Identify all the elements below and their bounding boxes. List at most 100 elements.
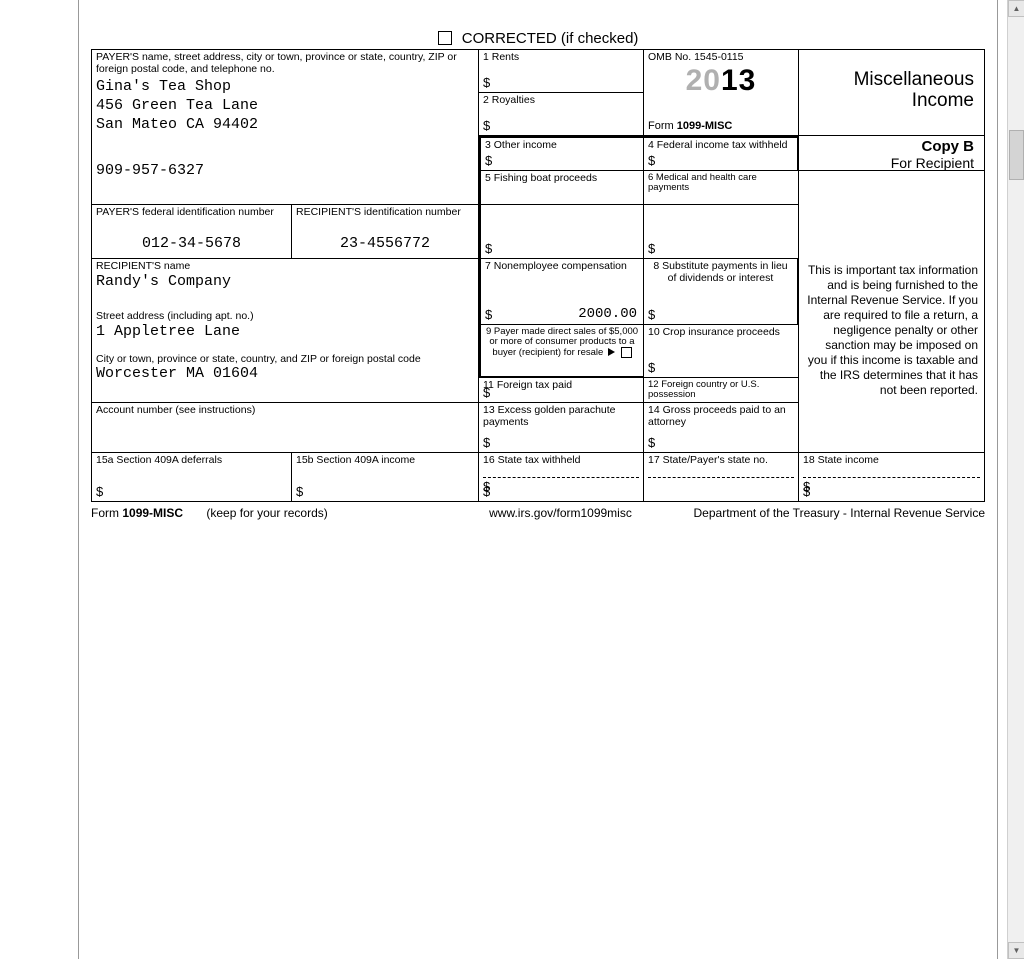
box-16-label: 16 State tax withheld [483, 455, 639, 467]
corrected-label: CORRECTED (if checked) [462, 30, 639, 47]
box-15b: 15b Section 409A income $ [292, 453, 479, 501]
irs-notice: This is important tax information and is… [799, 259, 984, 402]
form-word: Form [648, 120, 674, 132]
dollar-sign: $ [648, 241, 655, 256]
payer-addr1: 456 Green Tea Lane [96, 97, 474, 116]
box-7-value: 2000.00 [578, 306, 637, 322]
form-number: 1099-MISC [677, 120, 733, 132]
dollar-sign: $ [483, 118, 490, 133]
box-7-label: 7 Nonemployee compensation [485, 261, 639, 273]
box-10-label: 10 Crop insurance proceeds [648, 327, 794, 339]
year-suffix: 13 [721, 64, 756, 97]
recipient-name-label: RECIPIENT'S name [96, 261, 474, 273]
scroll-up-icon[interactable]: ▲ [1008, 0, 1024, 17]
box-11: 11 Foreign tax paid $ [479, 378, 644, 403]
dollar-sign: $ [648, 435, 655, 450]
recipient-id-label: RECIPIENT'S identification number [296, 207, 474, 219]
box-10: 10 Crop insurance proceeds $ [644, 325, 799, 378]
footer-dept: Department of the Treasury - Internal Re… [643, 506, 985, 520]
recipient-street: 1 Appletree Lane [96, 323, 474, 342]
year-prefix: 20 [686, 64, 721, 97]
box-1: 1 Rents $ [479, 50, 644, 93]
payer-phone: 909-957-6327 [96, 162, 474, 181]
recipient-city-label: City or town, province or state, country… [96, 354, 474, 366]
form-page: CORRECTED (if checked) PAYER'S name, str… [78, 0, 998, 959]
corrected-checkbox[interactable] [438, 31, 452, 45]
spacer2 [799, 205, 984, 259]
dollar-sign: $ [483, 435, 490, 450]
box-2: 2 Royalties $ [479, 93, 644, 136]
dollar-sign: $ [483, 385, 490, 400]
recipient-block: RECIPIENT'S name Randy's Company Street … [92, 259, 479, 403]
box-13: 13 Excess golden parachute payments $ [479, 403, 644, 453]
box-1-label: 1 Rents [483, 52, 639, 64]
box-15a-label: 15a Section 409A deferrals [96, 455, 287, 467]
payer-fedid-label: PAYER'S federal identification number [96, 207, 287, 219]
title-block: MiscellaneousIncome [799, 50, 984, 136]
dollar-sign: $ [648, 153, 655, 168]
box-8-label: 8 Substitute payments in lieu of dividen… [648, 261, 793, 284]
box-13-label: 13 Excess golden parachute payments [483, 405, 639, 428]
box-12-label: 12 Foreign country or U.S. possession [648, 380, 794, 400]
box-8: 8 Substitute payments in lieu of dividen… [644, 259, 799, 325]
triangle-icon [608, 348, 615, 356]
payer-name: Gina's Tea Shop [96, 78, 474, 97]
account-label: Account number (see instructions) [96, 405, 474, 417]
payer-block: PAYER'S name, street address, city or to… [92, 50, 479, 205]
box-2-label: 2 Royalties [483, 95, 639, 107]
tax-year: 2013 [648, 64, 794, 98]
vertical-scrollbar[interactable]: ▲ ▼ [1007, 0, 1024, 959]
form-id-block: OMB No. 1545-0115 2013 Form 1099-MISC [644, 50, 799, 136]
omb-number: OMB No. 1545-0115 [648, 52, 794, 64]
box-18-label: 18 State income [803, 455, 980, 467]
box-6: 6 Medical and health care payments [644, 171, 799, 205]
box-16: 16 State tax withheld $ $ [479, 453, 644, 501]
corrected-row: CORRECTED (if checked) [91, 30, 985, 47]
box-15a: 15a Section 409A deferrals $ [92, 453, 292, 501]
dollar-sign: $ [483, 75, 490, 90]
box-14: 14 Gross proceeds paid to an attorney $ [644, 403, 799, 453]
form-title: MiscellaneousIncome [803, 52, 980, 112]
box-11-label: 11 Foreign tax paid [483, 380, 639, 392]
box-5-val: $ [479, 205, 644, 259]
recipient-id: 23-4556772 [296, 235, 474, 254]
form-footer: Form 1099-MISC (keep for your records) w… [91, 502, 985, 520]
dollar-sign: $ [485, 241, 492, 256]
dollar-sign: $ [648, 307, 655, 322]
recipient-city: Worcester MA 01604 [96, 365, 474, 384]
dollar-sign: $ [485, 153, 492, 168]
payer-fedid: 012-34-5678 [96, 235, 287, 254]
copy-block: Copy B For Recipient [799, 136, 984, 171]
box-6-val: $ [644, 205, 799, 259]
resale-checkbox[interactable] [621, 347, 632, 358]
box-12: 12 Foreign country or U.S. possession [644, 378, 799, 403]
box-4-label: 4 Federal income tax withheld [648, 140, 793, 152]
recipient-name: Randy's Company [96, 273, 474, 292]
dollar-sign: $ [96, 484, 103, 499]
box-14-label: 14 Gross proceeds paid to an attorney [648, 405, 794, 428]
payer-fedid-cell: PAYER'S federal identification number 01… [92, 205, 292, 259]
dollar-sign: $ [296, 484, 303, 499]
box-17: 17 State/Payer's state no. [644, 453, 799, 501]
footer-form-word: Form [91, 506, 119, 520]
notice-tail [799, 403, 984, 453]
box-9: 9 Payer made direct sales of $5,000 or m… [479, 325, 644, 378]
scroll-thumb[interactable] [1009, 130, 1024, 180]
form-line: Form 1099-MISC [648, 120, 732, 132]
dollar-sign: $ [803, 484, 810, 499]
box-9-label: 9 Payer made direct sales of $5,000 or m… [485, 327, 639, 358]
spacer [799, 171, 984, 205]
box-15b-label: 15b Section 409A income [296, 455, 474, 467]
scroll-down-icon[interactable]: ▼ [1008, 942, 1024, 959]
box-7: 7 Nonemployee compensation $ 2000.00 [479, 259, 644, 325]
footer-url: www.irs.gov/form1099misc [478, 506, 643, 520]
box-18: 18 State income $ $ [799, 453, 984, 501]
notice-cell: This is important tax information and is… [799, 259, 984, 403]
box-6-label: 6 Medical and health care payments [648, 173, 794, 193]
form-1099: PAYER'S name, street address, city or to… [91, 49, 985, 502]
account-cell: Account number (see instructions) [92, 403, 479, 453]
box-17-label: 17 State/Payer's state no. [648, 455, 794, 467]
payer-heading: PAYER'S name, street address, city or to… [96, 52, 474, 75]
dollar-sign: $ [648, 360, 655, 375]
box-3: 3 Other income $ [479, 136, 644, 171]
